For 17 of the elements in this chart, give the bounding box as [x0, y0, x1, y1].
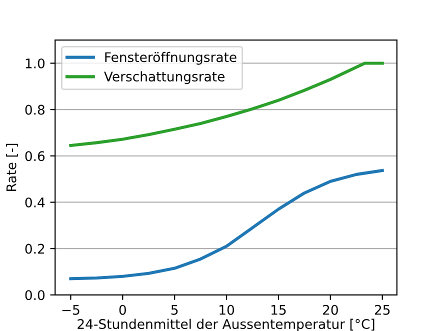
y-tick-label: 0.6: [25, 151, 45, 162]
legend-label: Fensteröffnungsrate: [105, 52, 236, 65]
x-tick-label: 15: [272, 305, 286, 315]
line-series: [69, 168, 384, 280]
y-tick-label: 1.0: [26, 58, 45, 68]
x-tick-label: 25: [374, 304, 390, 315]
y-tick-label: 0.2: [25, 244, 44, 254]
x-tick-label: 10: [220, 304, 234, 315]
x-tick-label: 20: [322, 304, 338, 315]
x-tick-label: 0: [119, 304, 126, 315]
y-axis-title: Rate [-]: [6, 144, 18, 191]
y-tick-label: 0.4: [25, 197, 45, 208]
y-tick-label: 0.8: [25, 104, 44, 115]
y-tick-label: 0.0: [25, 290, 45, 300]
legend-label: Verschattungsrate: [104, 71, 224, 84]
x-tick-label: −5: [62, 305, 80, 315]
x-tick-label: 5: [171, 305, 178, 315]
